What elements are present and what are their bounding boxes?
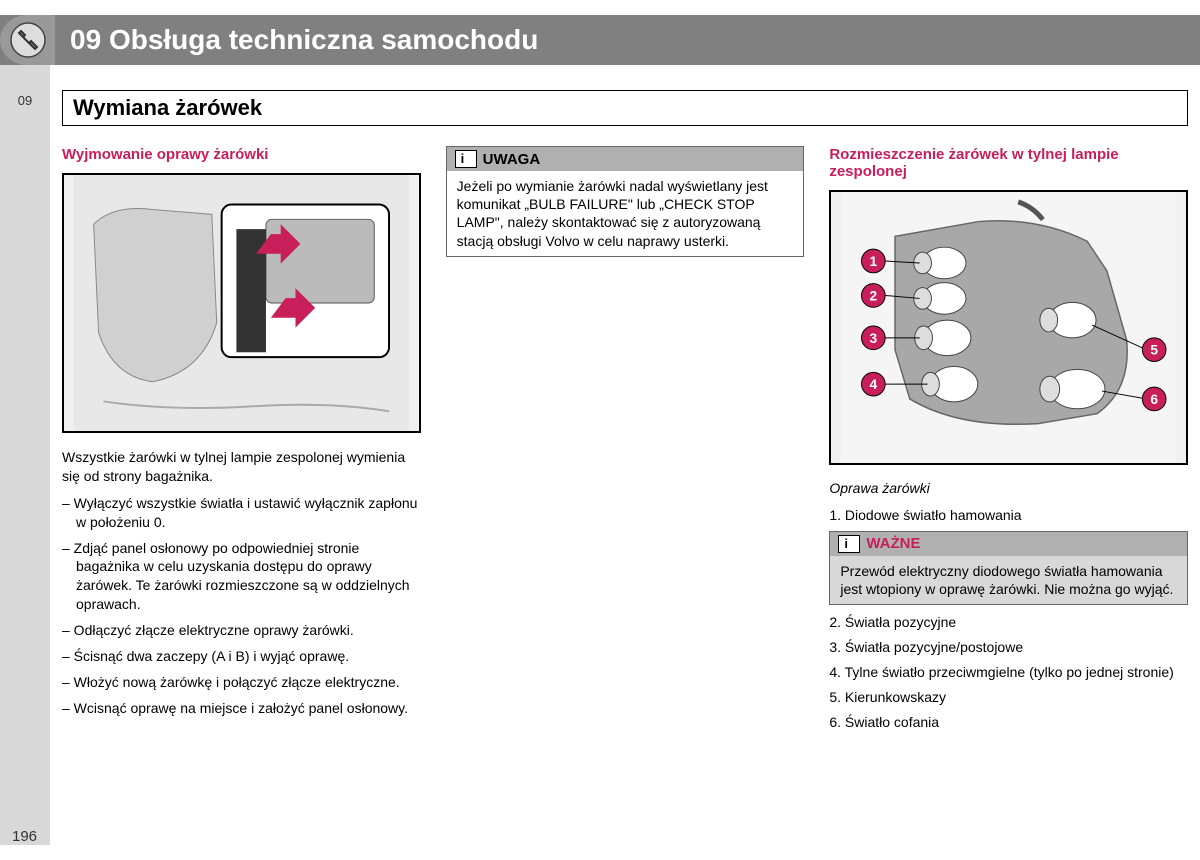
chapter-title: 09 Obsługa techniczna samochodu: [70, 24, 538, 56]
info-icon: [838, 535, 860, 553]
wazne-body: Przewód elektryczny diodowego światła ha…: [830, 556, 1187, 604]
section-title: Wymiana żarówek: [73, 95, 1177, 121]
col1-step: – Zdjąć panel osłonowy po odpowiedniej s…: [62, 539, 421, 615]
col3-item: 6. Światło cofania: [829, 713, 1188, 732]
page-number: 196: [12, 828, 37, 845]
chapter-header: 09 Obsługa techniczna samochodu: [0, 15, 1200, 65]
uwaga-header: UWAGA: [447, 147, 804, 171]
col1-step: – Ścisnąć dwa zaczepy (A i B) i wyjąć op…: [62, 647, 421, 666]
wazne-note: WAŻNE Przewód elektryczny diodowego świa…: [829, 531, 1188, 605]
col1-intro: Wszystkie żarówki w tylnej lampie zespol…: [62, 448, 421, 486]
svg-text:6: 6: [1151, 392, 1159, 407]
wazne-header: WAŻNE: [830, 532, 1187, 556]
col1-step: – Wcisnąć oprawę na miejsce i założyć pa…: [62, 699, 421, 718]
col3-subtitle: Rozmieszczenie żarówek w tylnej lampie z…: [829, 146, 1188, 180]
col1-step: – Wyłączyć wszystkie światła i ustawić w…: [62, 494, 421, 532]
info-icon: [455, 150, 477, 168]
left-sidebar: 09 196: [0, 65, 50, 845]
svg-text:5: 5: [1151, 343, 1159, 358]
col1-figure: [62, 173, 421, 433]
column-2: UWAGA Jeżeli po wymianie żarówki nadal w…: [446, 146, 805, 738]
uwaga-label: UWAGA: [483, 151, 541, 168]
uwaga-body: Jeżeli po wymianie żarówki nadal wyświet…: [447, 171, 804, 256]
svg-text:1: 1: [870, 254, 878, 269]
column-1: Wyjmowanie oprawy żarówki Wszystkie żaró…: [62, 146, 421, 738]
columns: Wyjmowanie oprawy żarówki Wszystkie żaró…: [50, 126, 1200, 738]
svg-text:3: 3: [870, 331, 878, 346]
col1-step: – Odłączyć złącze elektryczne oprawy żar…: [62, 621, 421, 640]
col1-step: – Włożyć nową żarówkę i połączyć złącze …: [62, 673, 421, 692]
col3-item: 2. Światła pozycyjne: [829, 613, 1188, 632]
column-3: Rozmieszczenie żarówek w tylnej lampie z…: [829, 146, 1188, 738]
col3-figure: 1 2 3 4 5 6: [829, 190, 1188, 465]
col3-item: 5. Kierunkowskazy: [829, 688, 1188, 707]
sidebar-chapter-ref: 09: [0, 93, 50, 108]
col3-caption: Oprawa żarówki: [829, 480, 1188, 496]
uwaga-note: UWAGA Jeżeli po wymianie żarówki nadal w…: [446, 146, 805, 257]
svg-text:4: 4: [870, 377, 878, 392]
col3-item-1: 1. Diodowe światło hamowania: [829, 506, 1188, 525]
main-content: Wymiana żarówek Wyjmowanie oprawy żarówk…: [50, 65, 1200, 845]
col1-subtitle: Wyjmowanie oprawy żarówki: [62, 146, 421, 163]
col3-item: 4. Tylne światło przeciwmgielne (tylko p…: [829, 663, 1188, 682]
wrench-icon: [0, 15, 55, 65]
wazne-label: WAŻNE: [866, 535, 920, 552]
svg-text:2: 2: [870, 288, 878, 303]
section-title-bar: Wymiana żarówek: [62, 90, 1188, 126]
col3-item: 3. Światła pozycyjne/postojowe: [829, 638, 1188, 657]
page-body: 09 196 Wymiana żarówek Wyjmowanie oprawy…: [0, 65, 1200, 845]
